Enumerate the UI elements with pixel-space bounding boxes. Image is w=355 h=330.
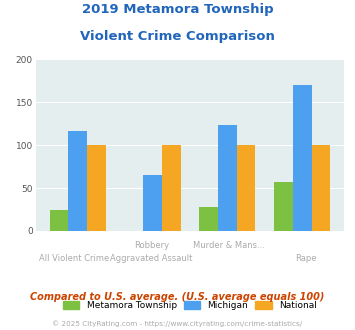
Bar <box>312 145 330 231</box>
Bar <box>199 207 218 231</box>
Legend: Metamora Township, Michigan, National: Metamora Township, Michigan, National <box>63 301 317 310</box>
Text: Robbery: Robbery <box>134 241 169 250</box>
Bar <box>237 145 256 231</box>
Bar <box>143 175 162 231</box>
Bar <box>87 145 106 231</box>
Text: 2019 Metamora Township: 2019 Metamora Township <box>82 3 273 16</box>
Bar <box>68 131 87 231</box>
Text: All Violent Crime: All Violent Crime <box>39 254 109 263</box>
Text: Murder & Mans...: Murder & Mans... <box>193 241 264 250</box>
Bar <box>274 182 293 231</box>
Text: Rape: Rape <box>295 254 317 263</box>
Text: Aggravated Assault: Aggravated Assault <box>110 254 192 263</box>
Text: © 2025 CityRating.com - https://www.cityrating.com/crime-statistics/: © 2025 CityRating.com - https://www.city… <box>53 320 302 327</box>
Bar <box>162 145 181 231</box>
Bar <box>50 210 68 231</box>
Bar <box>293 85 312 231</box>
Text: Compared to U.S. average. (U.S. average equals 100): Compared to U.S. average. (U.S. average … <box>30 292 325 302</box>
Bar <box>218 125 237 231</box>
Text: Violent Crime Comparison: Violent Crime Comparison <box>80 30 275 43</box>
